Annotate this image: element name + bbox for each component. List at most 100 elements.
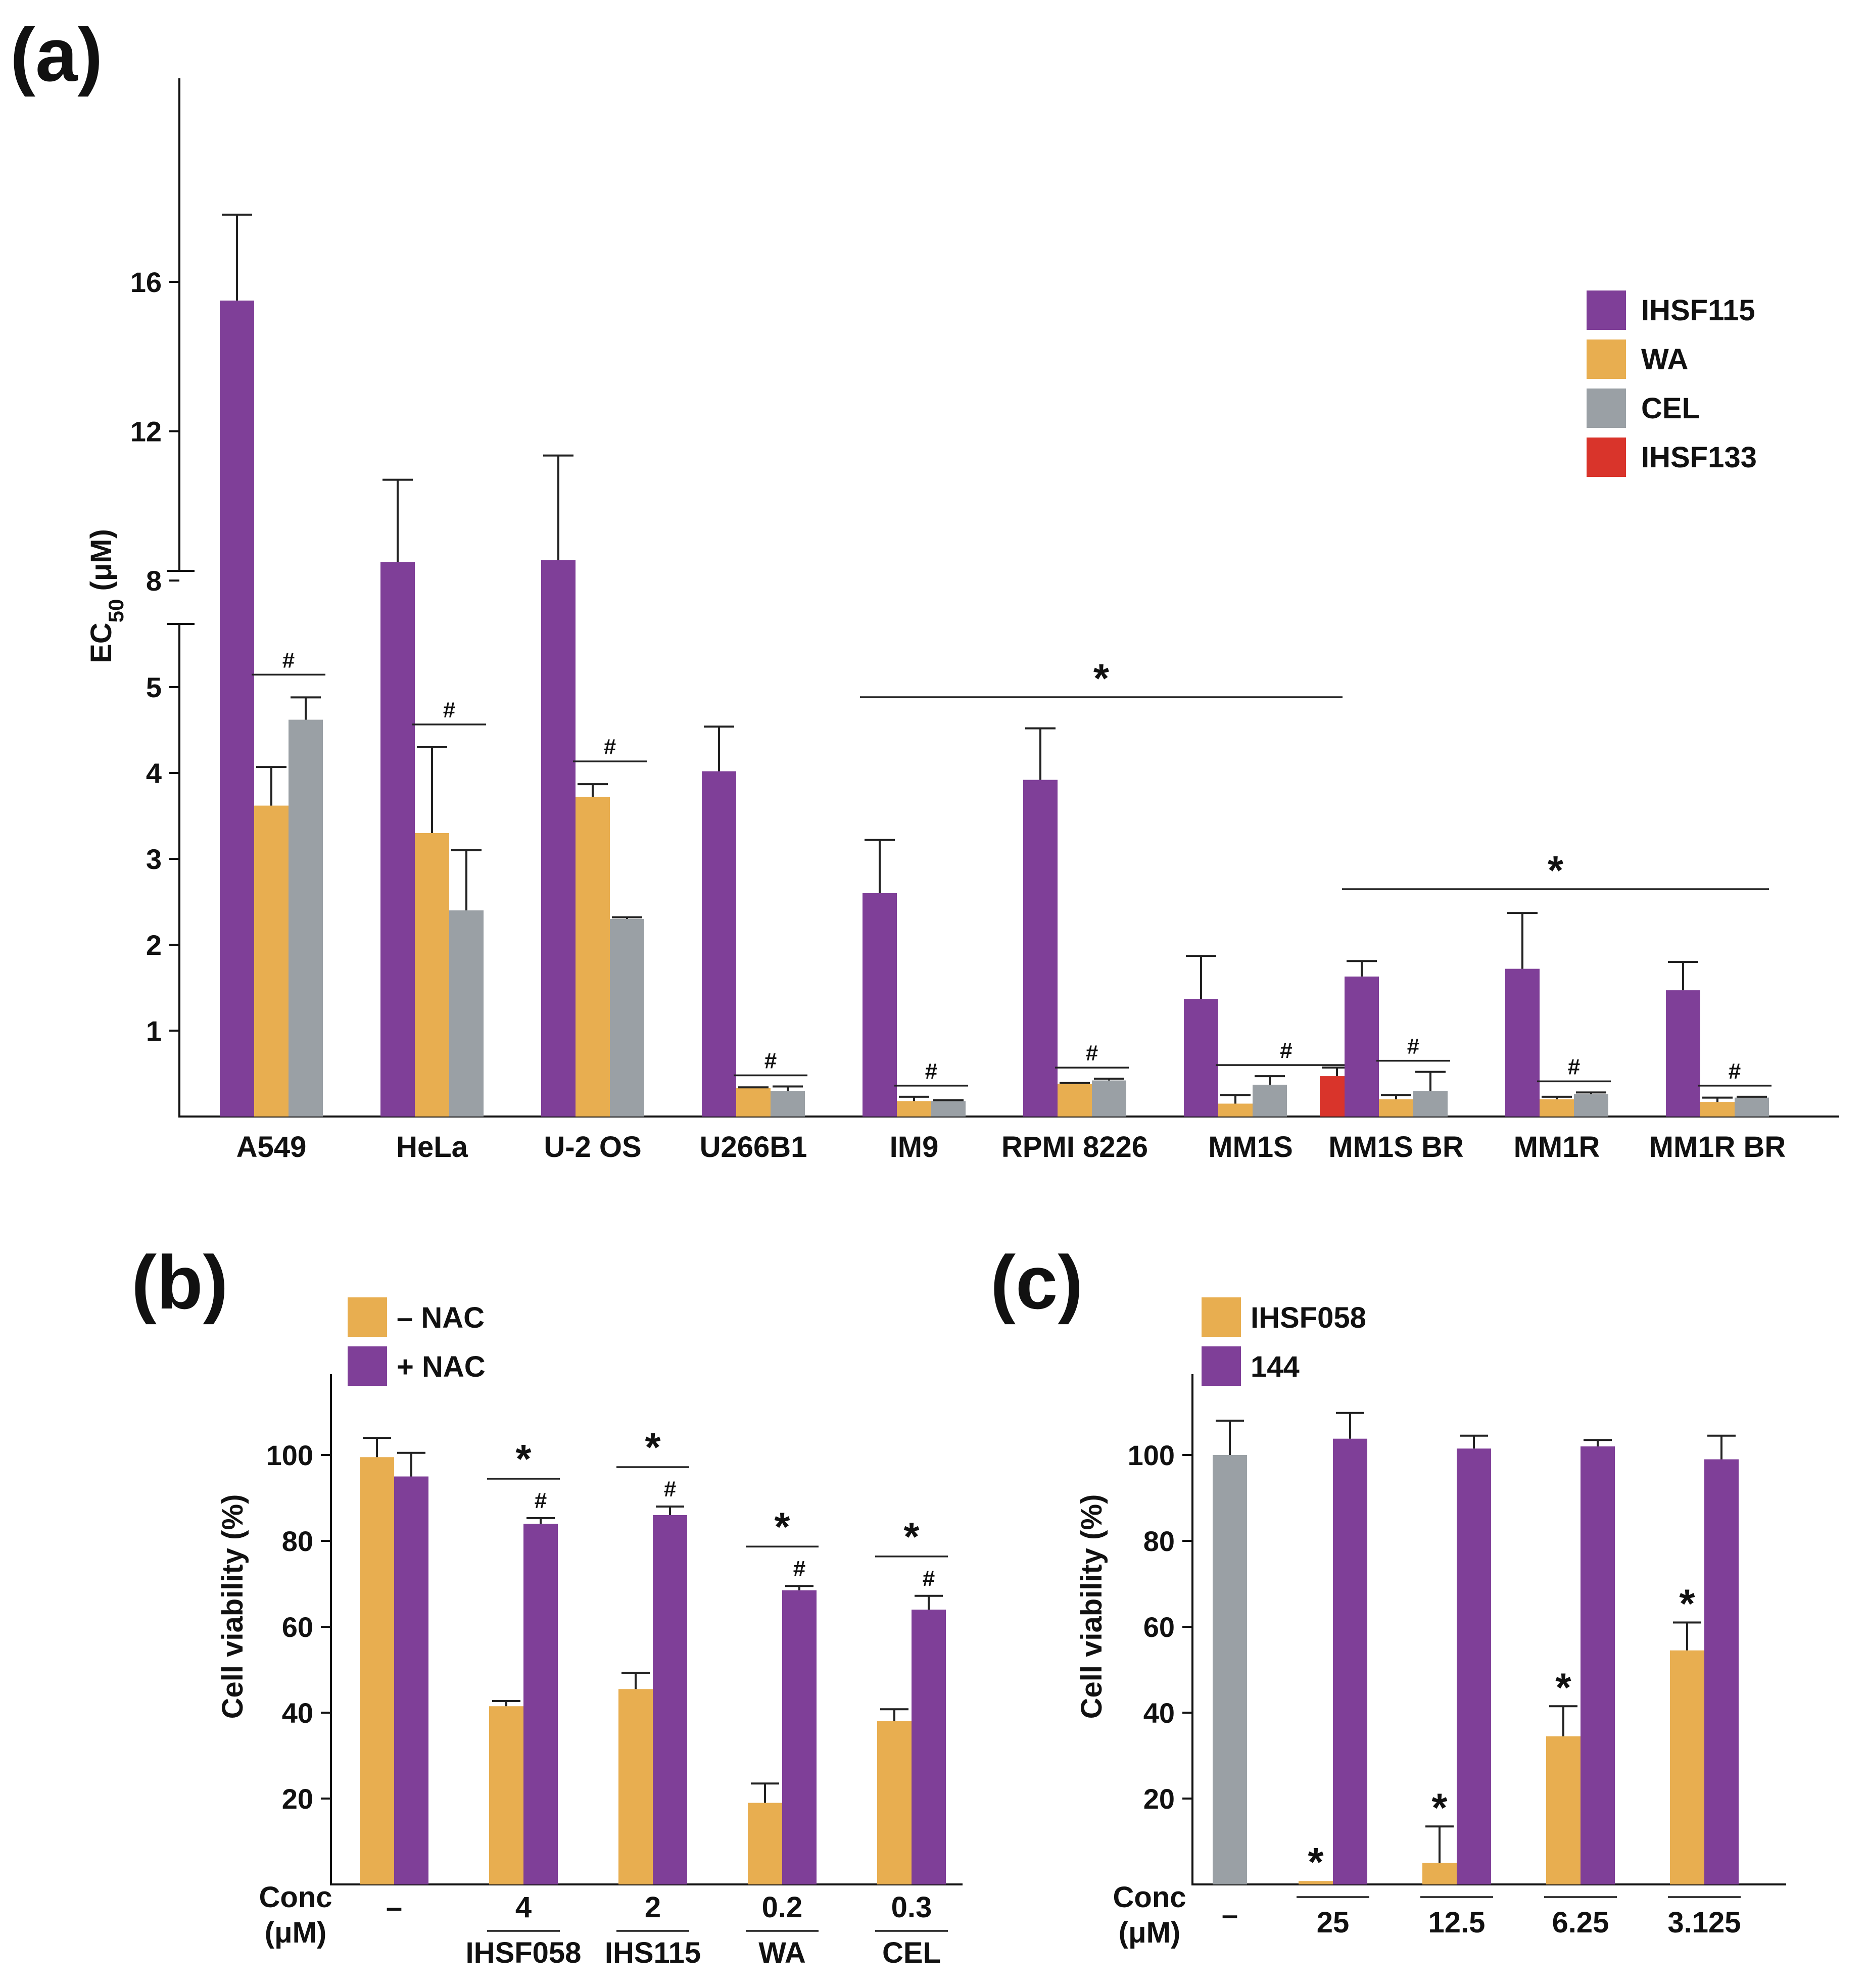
a-xtick-label: U266B1 xyxy=(700,1131,807,1163)
b-ytick-label: 80 xyxy=(282,1525,313,1557)
a-errorbar xyxy=(704,725,734,771)
c-conc-label: 25 xyxy=(1317,1906,1350,1939)
a-bar-CEL xyxy=(1735,1097,1769,1117)
c-errorbar xyxy=(1460,1434,1488,1449)
c-star-label: * xyxy=(1555,1665,1571,1710)
a-legend-label: CEL xyxy=(1641,392,1700,425)
a-xtick-label: RPMI 8226 xyxy=(1001,1131,1148,1163)
a-bar-IHSF115 xyxy=(541,560,576,1117)
b-bar-plus-nac xyxy=(523,1524,558,1884)
a-bar-WA xyxy=(1058,1084,1092,1117)
b-bar-minus-nac xyxy=(748,1803,782,1884)
a-legend-label: IHSF133 xyxy=(1641,441,1757,474)
a-bar-CEL xyxy=(289,719,323,1117)
c-errorbar xyxy=(1425,1825,1454,1863)
a-xtick-label: HeLa xyxy=(396,1131,468,1163)
c-ytick-label: 20 xyxy=(1143,1783,1175,1815)
a-bar-CEL xyxy=(1413,1091,1448,1117)
c-bar-ihsf058 xyxy=(1670,1650,1704,1884)
b-ytick-label: 100 xyxy=(266,1439,313,1471)
a-hash-label: # xyxy=(925,1059,937,1084)
a-bar-CEL xyxy=(1253,1085,1287,1117)
b-legend-swatch xyxy=(348,1346,387,1386)
a-bar-IHSF115 xyxy=(220,300,254,1117)
b-star-label: * xyxy=(515,1436,532,1481)
a-bar-IHSF115 xyxy=(1666,990,1700,1117)
a-bar-WA xyxy=(1218,1103,1253,1117)
c-legend-swatch xyxy=(1202,1346,1241,1386)
a-hash-label: # xyxy=(1568,1054,1580,1079)
a-bar-IHSF115 xyxy=(380,562,415,1117)
c-ytick-label: 60 xyxy=(1143,1611,1175,1643)
c-bar-ihsf058 xyxy=(1299,1881,1333,1884)
b-ytick-label: 20 xyxy=(282,1783,313,1815)
b-errorbar xyxy=(492,1700,520,1707)
a-hash-label: # xyxy=(1407,1034,1419,1059)
a-bar-CEL xyxy=(449,910,484,1117)
a-errorbar xyxy=(578,783,608,797)
b-errorbar xyxy=(397,1451,425,1477)
a-legend-label: WA xyxy=(1641,343,1688,376)
c-star-label: * xyxy=(1308,1839,1324,1884)
b-bar-minus-nac xyxy=(618,1689,653,1884)
b-hash-label: # xyxy=(793,1556,805,1581)
b-legend-label: + NAC xyxy=(397,1350,486,1383)
c-bar-144 xyxy=(1704,1459,1739,1884)
a-xtick-label: U-2 OS xyxy=(544,1131,641,1163)
a-legend-swatch xyxy=(1587,340,1626,379)
c-legend-label: IHSF058 xyxy=(1251,1301,1366,1334)
b-errorbar xyxy=(915,1594,943,1610)
b-conc-label: 2 xyxy=(645,1891,661,1924)
a-errorbar xyxy=(1347,960,1377,977)
a-errorbar xyxy=(865,839,895,893)
c-bar-ihsf058 xyxy=(1546,1736,1581,1884)
c-legend-swatch xyxy=(1202,1297,1241,1337)
b-legend-label: – NAC xyxy=(397,1301,485,1334)
a-bar-CEL xyxy=(771,1091,805,1117)
panel-label-a: (a) xyxy=(10,12,103,97)
c-ytick-label: 40 xyxy=(1143,1697,1175,1729)
a-ytick-label: 4 xyxy=(146,757,162,789)
a-bar-WA xyxy=(1379,1099,1413,1117)
b-bar-plus-nac xyxy=(782,1590,817,1884)
a-errorbar xyxy=(1255,1075,1285,1085)
a-xtick-label: IM9 xyxy=(890,1131,939,1163)
a-bar-IHSF115 xyxy=(1023,780,1058,1117)
c-errorbar xyxy=(1216,1420,1244,1455)
a-bar-WA xyxy=(254,805,289,1117)
a-errorbar xyxy=(773,1085,803,1091)
b-errorbar xyxy=(526,1517,555,1524)
a-ytick-label: 1 xyxy=(146,1015,162,1047)
b-compound-label: IHSF058 xyxy=(466,1936,582,1969)
a-xtick-label: A549 xyxy=(236,1131,307,1163)
a-xtick-label: MM1R xyxy=(1514,1131,1600,1163)
c-errorbar xyxy=(1584,1439,1612,1446)
panel-label-b: (b) xyxy=(131,1240,228,1325)
b-ytick-label: 40 xyxy=(282,1697,313,1729)
c-conc-title: Conc xyxy=(1113,1881,1186,1914)
a-axis-break xyxy=(167,570,195,625)
a-errorbar xyxy=(1060,1082,1090,1084)
a-errorbar xyxy=(417,746,447,833)
a-legend-swatch xyxy=(1587,389,1626,428)
a-bar-IHSF115 xyxy=(1505,968,1540,1117)
a-bar-CEL xyxy=(931,1101,966,1117)
a-star-label: * xyxy=(1093,656,1110,701)
b-conc-label: – xyxy=(386,1891,402,1924)
a-ytick-label: 16 xyxy=(130,266,162,298)
c-conc-label: 3.125 xyxy=(1667,1906,1741,1939)
a-bar-WA xyxy=(897,1101,931,1117)
b-errorbar xyxy=(656,1506,684,1515)
b-hash-label: # xyxy=(923,1566,935,1591)
c-bar-control xyxy=(1213,1455,1247,1884)
c-errorbar xyxy=(1707,1434,1736,1460)
b-conc-label: 0.2 xyxy=(762,1891,803,1924)
b-hash-label: # xyxy=(535,1488,547,1513)
a-errorbar xyxy=(1702,1096,1733,1102)
a-errorbar xyxy=(738,1086,769,1089)
a-errorbar xyxy=(612,916,642,919)
b-star-label: * xyxy=(645,1425,661,1470)
a-legend-swatch xyxy=(1587,438,1626,477)
c-errorbar xyxy=(1336,1412,1364,1439)
